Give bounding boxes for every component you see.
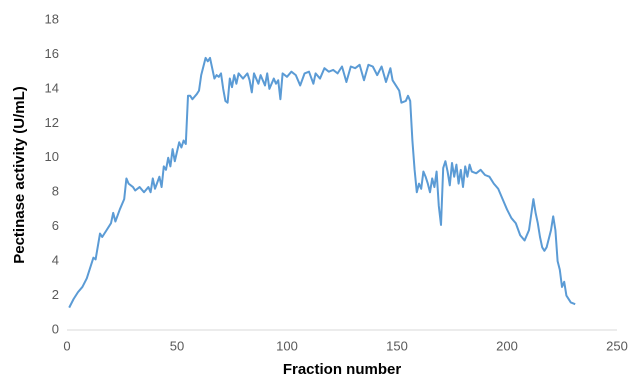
y-tick-label: 0 (52, 321, 59, 336)
x-tick-label: 100 (276, 338, 298, 353)
y-tick-label: 12 (45, 115, 59, 130)
y-tick-label: 2 (52, 287, 59, 302)
x-tick-label: 250 (606, 338, 628, 353)
data-line (68, 56, 576, 309)
y-tick-label: 10 (45, 149, 59, 164)
y-tick-label: 14 (45, 80, 59, 95)
y-tick-label: 4 (52, 253, 59, 268)
y-tick-label: 6 (52, 218, 59, 233)
x-tick-label: 150 (386, 338, 408, 353)
x-tick-label: 0 (63, 338, 70, 353)
y-axis-title: Pectinase activity (U/mL) (11, 86, 28, 264)
y-tick-label: 18 (45, 11, 59, 26)
x-tick-label: 200 (496, 338, 518, 353)
y-tick-label: 8 (52, 184, 59, 199)
x-tick-label: 50 (170, 338, 184, 353)
x-axis-title: Fraction number (283, 361, 402, 378)
y-tick-label: 16 (45, 46, 59, 61)
